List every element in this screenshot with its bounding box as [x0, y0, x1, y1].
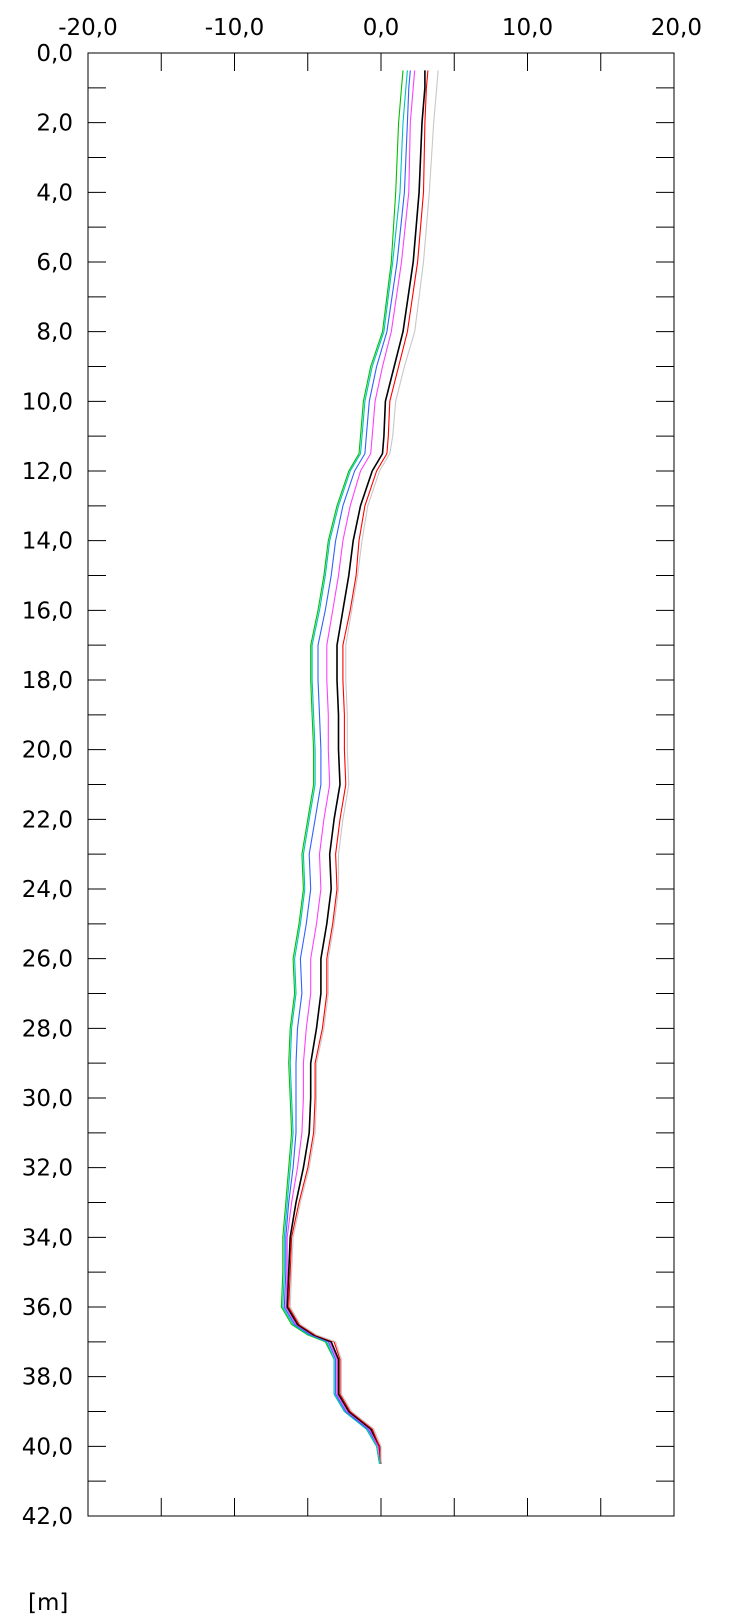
plot-area-frame — [87, 52, 675, 1517]
y-tick-label: 38,0 — [22, 1365, 73, 1391]
series-line-4 — [285, 70, 416, 1464]
series-line-1 — [280, 70, 404, 1464]
series-line-6 — [288, 70, 429, 1464]
series-line-3 — [283, 70, 411, 1464]
y-tick-label: 30,0 — [22, 1086, 73, 1112]
x-tick-label: 10,0 — [502, 15, 553, 41]
x-tick-label: 0,0 — [363, 15, 400, 41]
y-axis-unit-label: [m] — [28, 1590, 68, 1616]
y-tick-label: 16,0 — [22, 598, 73, 624]
series-line-7 — [289, 70, 439, 1464]
y-tick-label: 6,0 — [36, 250, 73, 276]
y-tick-label: 34,0 — [22, 1225, 73, 1251]
y-tick-label: 28,0 — [22, 1016, 73, 1042]
x-tick-labels: -20,0 -10,0 0,0 10,0 20,0 — [58, 15, 702, 41]
y-tick-label: 18,0 — [22, 668, 73, 694]
y-tick-label: 26,0 — [22, 947, 73, 973]
y-tick-label: 12,0 — [22, 459, 73, 485]
y-tick-label: 0,0 — [36, 41, 73, 67]
series-line-5 — [286, 70, 426, 1464]
y-tick-label: 24,0 — [22, 877, 73, 903]
y-tick-label: 20,0 — [22, 738, 73, 764]
series-line-2 — [282, 70, 408, 1464]
y-tick-label: 8,0 — [36, 320, 73, 346]
x-tick-label: -10,0 — [205, 15, 265, 41]
minor-ticks — [88, 53, 674, 1516]
series-layer — [280, 70, 439, 1464]
x-tick-label: -20,0 — [58, 15, 118, 41]
y-tick-label: 2,0 — [36, 111, 73, 137]
y-tick-label: 10,0 — [22, 389, 73, 415]
y-tick-label: 40,0 — [22, 1434, 73, 1460]
y-tick-label: 14,0 — [22, 529, 73, 555]
y-tick-label: 42,0 — [22, 1504, 73, 1530]
y-tick-label: 36,0 — [22, 1295, 73, 1321]
y-tick-labels: 0,0 2,0 4,0 6,0 8,0 10,0 12,0 14,0 16,0 18,0 20,0 2… — [22, 41, 73, 1530]
y-tick-label: 22,0 — [22, 807, 73, 833]
y-tick-label: 32,0 — [22, 1156, 73, 1182]
x-tick-label: 20,0 — [651, 15, 702, 41]
y-tick-label: 4,0 — [36, 180, 73, 206]
